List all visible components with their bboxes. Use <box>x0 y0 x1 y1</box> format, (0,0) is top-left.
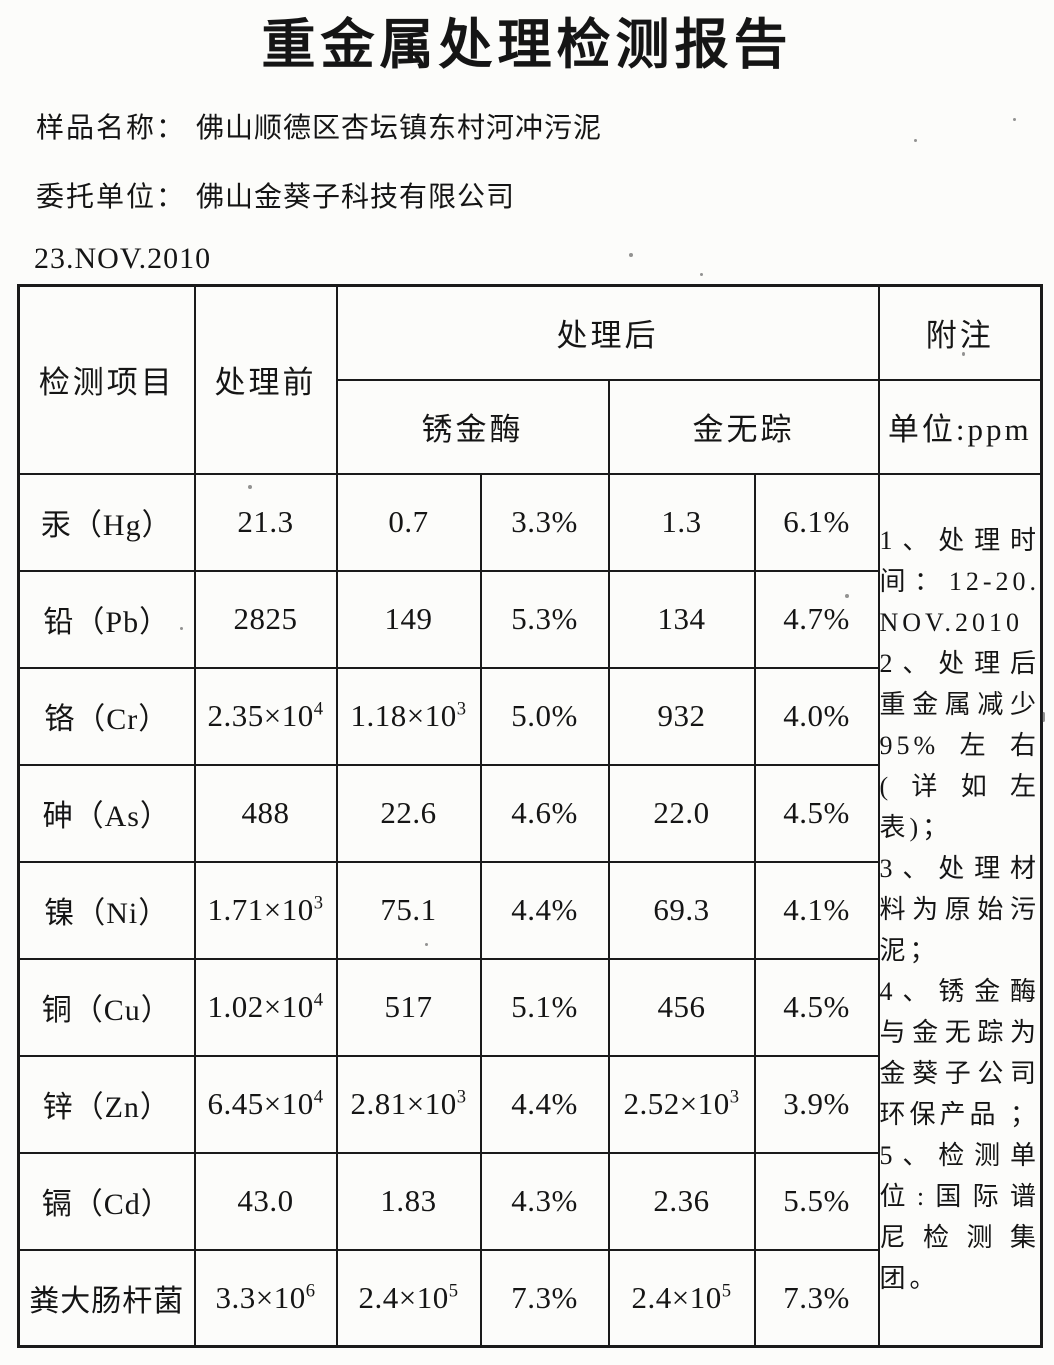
report-date: 23.NOV.2010 <box>34 242 212 275</box>
notes-cell: 1、处理时间：12-20.NOV.2010 2、处理后重金属减少 95%左右(详… <box>877 472 1043 1348</box>
table-row-hg: 汞（Hg） 21.3 0.7 3.3% 1.3 6.1% 1、处理时间：12-2… <box>17 472 1043 1348</box>
report-title: 重金属处理检测报告 <box>261 15 793 75</box>
row-label-cell: 铅（Pb） <box>17 569 196 669</box>
table-row-cu: 铜（Cu） 1.02×104 517 5.1% 456 4.5% <box>17 957 1042 1057</box>
note-item: 5、检测单位:国际谱尼检测集团。 <box>879 1141 1040 1294</box>
agent1-value-cell: 149 <box>335 569 482 669</box>
agent1-percent-cell: 5.0% <box>479 666 610 766</box>
before-value-cell: 2.35×104 <box>193 666 338 766</box>
agent1-percent-cell: 5.1% <box>479 957 610 1057</box>
sample-name-label: 样品名称： <box>36 113 187 144</box>
agent2-value-cell: 2.4×105 <box>607 1248 756 1348</box>
agent2-value-cell: 134 <box>607 569 756 669</box>
row-label-cell: 铬（Cr） <box>17 666 196 766</box>
agent2-percent-cell: 4.5% <box>753 957 880 1057</box>
header-unit: 单位:ppm <box>877 378 1043 475</box>
table-row-pb: 铅（Pb） 2825 149 5.3% 134 4.7% <box>17 569 1042 669</box>
agent2-value-cell: 932 <box>607 666 756 766</box>
scan-speck <box>914 139 917 142</box>
scan-speck <box>962 352 965 356</box>
scan-speck <box>1042 712 1045 722</box>
scan-speck <box>248 485 252 489</box>
row-label-cell: 镍（Ni） <box>17 860 196 960</box>
scan-speck <box>700 273 703 276</box>
scan-speck <box>1013 118 1016 121</box>
agent2-percent-cell: 3.9% <box>753 1054 880 1154</box>
table-row-zn: 锌（Zn） 6.45×104 2.81×103 4.4% 2.52×103 3.… <box>17 1054 1042 1154</box>
agent2-value-cell: 69.3 <box>607 860 756 960</box>
header-agent1: 锈金酶 <box>335 378 610 475</box>
sample-name-value: 佛山顺德区杏坛镇东村河冲污泥 <box>196 113 603 144</box>
agent1-value-cell: 22.6 <box>335 763 482 863</box>
agent1-value-cell: 0.7 <box>335 472 482 572</box>
scan-speck <box>180 627 183 630</box>
agent1-percent-cell: 3.3% <box>479 472 610 572</box>
table-row-as: 砷（As） 488 22.6 4.6% 22.0 4.5% <box>17 763 1042 863</box>
header-before: 处理前 <box>193 284 338 475</box>
agent2-percent-cell: 4.1% <box>753 860 880 960</box>
agent1-value-cell: 75.1 <box>335 860 482 960</box>
client-label: 委托单位： <box>36 182 187 213</box>
sample-name-line: 样品名称： 佛山顺德区杏坛镇东村河冲污泥 <box>36 112 1054 145</box>
agent1-value-cell: 1.18×103 <box>335 666 482 766</box>
row-label-cell: 镉（Cd） <box>17 1151 196 1251</box>
before-value-cell: 6.45×104 <box>193 1054 338 1154</box>
before-value-cell: 21.3 <box>193 472 338 572</box>
before-value-cell: 1.02×104 <box>193 957 338 1057</box>
agent1-value-cell: 2.4×105 <box>335 1248 482 1348</box>
note-item: 1、处理时间：12-20.NOV.2010 <box>879 526 1040 638</box>
results-table: 检测项目 处理前 处理后 附注 锈金酶 金无踪 单位:ppm 汞（Hg） 21.… <box>17 284 1043 1348</box>
agent2-value-cell: 22.0 <box>607 763 756 863</box>
agent1-percent-cell: 4.3% <box>479 1151 610 1251</box>
agent2-value-cell: 2.36 <box>607 1151 756 1251</box>
agent1-value-cell: 517 <box>335 957 482 1057</box>
agent2-percent-cell: 5.5% <box>753 1151 880 1251</box>
row-label-cell: 锌（Zn） <box>17 1054 196 1154</box>
table-row-cr: 铬（Cr） 2.35×104 1.18×103 5.0% 932 4.0% <box>17 666 1042 766</box>
before-value-cell: 3.3×106 <box>193 1248 338 1348</box>
row-label-cell: 汞（Hg） <box>17 472 196 572</box>
row-label-cell: 粪大肠杆菌 <box>17 1248 196 1348</box>
header-agent2: 金无踪 <box>607 378 880 475</box>
agent1-percent-cell: 5.3% <box>479 569 610 669</box>
agent2-percent-cell: 7.3% <box>753 1248 880 1348</box>
row-label-cell: 铜（Cu） <box>17 957 196 1057</box>
agent2-percent-cell: 4.0% <box>753 666 880 766</box>
scan-speck <box>629 253 633 257</box>
agent1-percent-cell: 4.4% <box>479 1054 610 1154</box>
client-value: 佛山金葵子科技有限公司 <box>196 182 516 213</box>
note-item: 4、锈金酶与金无踪为金葵子公司环保产品 ； <box>879 977 1041 1130</box>
agent1-value-cell: 1.83 <box>335 1151 482 1251</box>
table-row-coliform: 粪大肠杆菌 3.3×106 2.4×105 7.3% 2.4×105 7.3% <box>17 1248 1042 1348</box>
agent1-value-cell: 2.81×103 <box>335 1054 482 1154</box>
before-value-cell: 1.71×103 <box>193 860 338 960</box>
header-row-2: 锈金酶 金无踪 单位:ppm <box>19 378 1043 475</box>
header-notes: 附注 <box>877 284 1043 381</box>
before-value-cell: 43.0 <box>193 1151 338 1251</box>
agent2-value-cell: 456 <box>607 957 756 1057</box>
note-item: 2、处理后重金属减少 95%左右(详如左表)； <box>879 649 1040 843</box>
agent2-percent-cell: 6.1% <box>753 472 880 572</box>
scan-speck <box>425 943 428 946</box>
agent2-percent-cell: 4.7% <box>753 569 880 669</box>
agent2-percent-cell: 4.5% <box>753 763 880 863</box>
agent1-percent-cell: 4.4% <box>479 860 610 960</box>
table-row-cd: 镉（Cd） 43.0 1.83 4.3% 2.36 5.5% <box>17 1151 1042 1251</box>
row-label-cell: 砷（As） <box>17 763 196 863</box>
header-after: 处理后 <box>335 284 880 381</box>
note-item: 3、处理材料为原始污泥； <box>879 854 1040 966</box>
header-row-1: 检测项目 处理前 处理后 附注 <box>17 284 1043 475</box>
before-value-cell: 488 <box>193 763 338 863</box>
agent2-value-cell: 2.52×103 <box>607 1054 756 1154</box>
header-item: 检测项目 <box>17 284 196 475</box>
before-value-cell: 2825 <box>193 569 338 669</box>
agent1-percent-cell: 4.6% <box>479 763 610 863</box>
scan-speck <box>845 594 849 598</box>
agent2-value-cell: 1.3 <box>607 472 756 572</box>
client-line: 委托单位： 佛山金葵子科技有限公司 <box>36 181 1054 214</box>
agent1-percent-cell: 7.3% <box>479 1248 610 1348</box>
table-row-ni: 镍（Ni） 1.71×103 75.1 4.4% 69.3 4.1% <box>17 860 1042 960</box>
